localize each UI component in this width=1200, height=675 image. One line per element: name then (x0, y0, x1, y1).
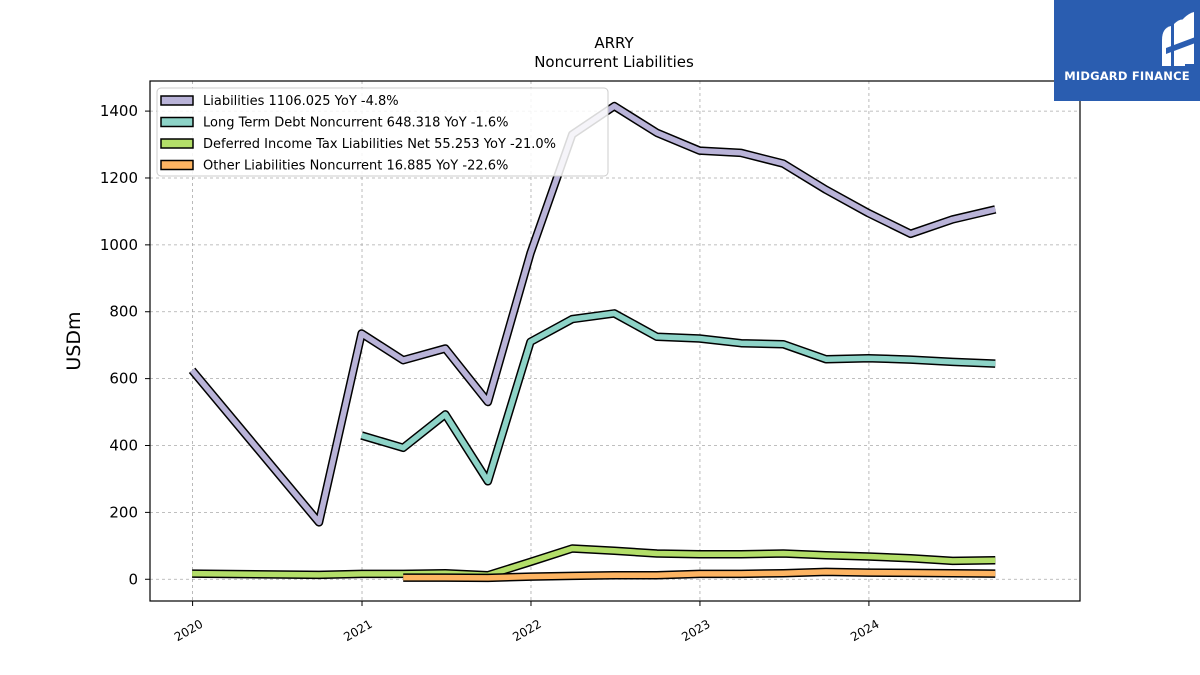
x-tick-label: 2023 (679, 617, 712, 644)
legend-box (156, 87, 609, 177)
plot-area-frame (149, 80, 1081, 602)
legend-swatch (160, 159, 194, 171)
legend-entry: Long Term Debt Noncurrent 648.318 YoY -1… (203, 116, 509, 131)
y-axis-label: USDm (63, 311, 85, 370)
legend-swatch (160, 116, 194, 128)
y-tick-label: 1200 (100, 169, 138, 187)
legend-entry: Deferred Income Tax Liabilities Net 55.2… (203, 137, 556, 152)
y-tick-label: 0 (128, 570, 138, 588)
x-axis: 2020 2021 2022 2023 2024 (172, 601, 882, 644)
y-tick-label: 600 (109, 370, 138, 388)
x-tick-label: 2020 (172, 617, 205, 644)
series-line (189, 103, 996, 526)
legend-entry: Other Liabilities Noncurrent 16.885 YoY … (203, 159, 508, 174)
x-tick-label: 2024 (848, 617, 881, 644)
series-line (403, 569, 996, 581)
y-tick-label: 800 (109, 303, 138, 321)
midgard-logo-icon (1162, 12, 1198, 66)
y-tick-label: 200 (109, 503, 138, 521)
series-line (360, 310, 996, 485)
y-tick-label: 1000 (100, 236, 138, 254)
chart-subtitle: Noncurrent Liabilities (534, 53, 694, 71)
legend: Liabilities 1106.025 YoY -4.8% Long Term … (156, 87, 609, 177)
series-lines (188, 101, 997, 583)
y-tick-label: 1400 (100, 102, 138, 120)
legend-entry: Liabilities 1106.025 YoY -4.8% (203, 94, 399, 109)
brand-name: MIDGARD FINANCE (1064, 69, 1190, 83)
brand-logo: MIDGARD FINANCE (1054, 0, 1200, 101)
legend-swatch (160, 95, 194, 106)
chart-title: ARRY (594, 34, 634, 52)
y-axis: 0 200 400 600 800 1000 1200 1400 (100, 102, 150, 588)
x-tick-label: 2021 (341, 617, 374, 644)
legend-swatch (160, 138, 194, 149)
y-tick-label: 400 (109, 437, 138, 455)
x-tick-label: 2022 (510, 617, 543, 644)
series-line (192, 545, 996, 579)
